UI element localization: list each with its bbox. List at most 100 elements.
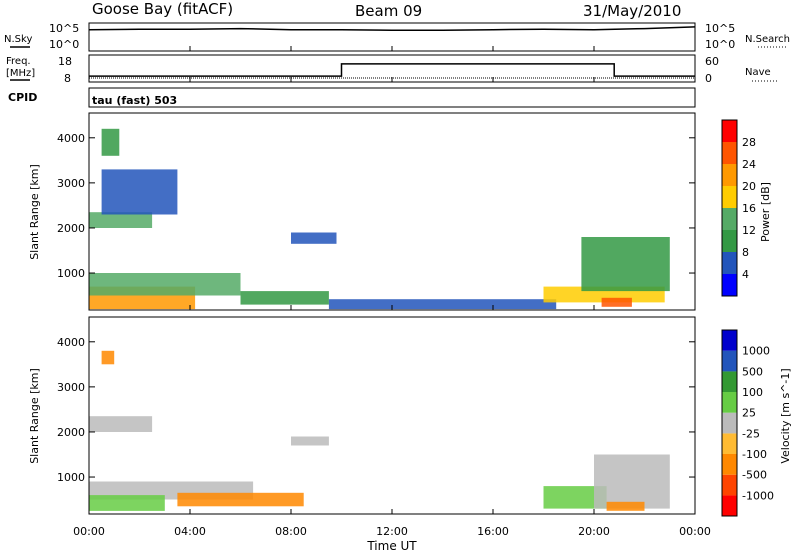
colorbar-swatch xyxy=(722,392,737,413)
heatmap-cell xyxy=(601,297,632,307)
colorbar-swatch xyxy=(722,412,737,434)
time-x-axis: 00:00 04:00 08:00 12:00 16:00 20:00 00:00 xyxy=(73,46,711,538)
colorbar-swatch xyxy=(722,186,737,208)
velocity-y-axis: 1000 2000 3000 4000 xyxy=(57,336,695,484)
freq-right-tick-top: 60 xyxy=(705,55,719,68)
power-colorbar: 4 8 12 16 20 24 28 xyxy=(721,119,756,297)
x-tick-label: 20:00 xyxy=(578,525,610,538)
colorbar-tick-label: -500 xyxy=(742,469,767,482)
y-tick-label: 4000 xyxy=(57,336,85,349)
colorbar-tick-label: 24 xyxy=(742,158,756,171)
colorbar-swatch xyxy=(722,142,737,164)
colorbar-swatch xyxy=(722,371,737,392)
heatmap-cell xyxy=(291,436,329,446)
beam-title: Beam 09 xyxy=(355,2,422,20)
noise-left-tick-bottom: 10^0 xyxy=(49,38,79,51)
colorbar-swatch xyxy=(722,330,737,351)
colorbar-swatch xyxy=(722,474,737,496)
colorbar-tick-label: 20 xyxy=(742,180,756,193)
y-tick-label: 2000 xyxy=(57,222,85,235)
y-tick-label: 2000 xyxy=(57,426,85,439)
heatmap-cell xyxy=(594,454,670,509)
colorbar-tick-label: 500 xyxy=(742,365,763,378)
date-title: 31/May/2010 xyxy=(583,2,681,20)
noise-left-label: N.Sky xyxy=(4,34,32,45)
colorbar-swatch xyxy=(722,208,737,230)
colorbar-tick-label: 8 xyxy=(742,246,749,259)
noise-right-tick-bottom: 10^0 xyxy=(705,38,735,51)
heatmap-cell xyxy=(240,291,329,305)
power-data-layer xyxy=(89,128,670,310)
heatmap-cell xyxy=(328,299,557,310)
heatmap-cell xyxy=(89,416,153,432)
colorbar-swatch xyxy=(722,164,737,186)
freq-left-label-2: [MHz] xyxy=(6,68,35,79)
x-tick-label: 04:00 xyxy=(174,525,206,538)
noise-left-tick-top: 10^5 xyxy=(49,22,79,35)
noise-right-tick-top: 10^5 xyxy=(705,22,735,35)
power-ylabel: Slant Range [km] xyxy=(28,164,41,260)
y-tick-label: 1000 xyxy=(57,471,85,484)
y-tick-label: 1000 xyxy=(57,267,85,280)
x-tick-label: 00:00 xyxy=(73,525,105,538)
heatmap-cell xyxy=(101,169,178,215)
noise-series-line xyxy=(88,26,696,32)
velocity-colorbar-label: Velocity [m s^-1] xyxy=(779,368,792,463)
colorbar-tick-label: 25 xyxy=(742,407,756,420)
freq-right-label: Nave xyxy=(745,67,771,78)
colorbar-swatch xyxy=(722,120,737,142)
cpid-label: CPID xyxy=(8,91,37,104)
velocity-colorbar: -1000 -500 -100 -25 25 100 500 1000 xyxy=(721,329,774,517)
y-tick-label: 3000 xyxy=(57,381,85,394)
heatmap-cell xyxy=(581,237,670,292)
freq-left-tick-top: 18 xyxy=(58,55,72,68)
y-tick-label: 4000 xyxy=(57,132,85,145)
colorbar-swatch xyxy=(722,350,737,372)
heatmap-cell xyxy=(177,492,304,507)
colorbar-tick-label: 12 xyxy=(742,224,756,237)
power-y-axis: 1000 2000 3000 4000 xyxy=(57,132,695,280)
colorbar-frame xyxy=(721,119,738,297)
x-tick-label: 12:00 xyxy=(376,525,408,538)
colorbar-swatch xyxy=(722,230,737,252)
colorbar-swatch xyxy=(722,495,737,516)
power-colorbar-label: Power [dB] xyxy=(759,182,772,242)
colorbar-tick-label: 100 xyxy=(742,386,763,399)
x-tick-label: 16:00 xyxy=(477,525,509,538)
freq-right-tick-bottom: 0 xyxy=(705,72,712,85)
heatmap-cell xyxy=(543,486,607,509)
station-title: Goose Bay (fitACF) xyxy=(92,0,233,18)
frequency-series-line xyxy=(89,63,695,77)
cpid-mode: tau (fast) 503 xyxy=(92,94,177,107)
freq-left-tick-bottom: 8 xyxy=(64,72,71,85)
heatmap-cell xyxy=(291,232,337,244)
x-tick-label: 00:00 xyxy=(679,525,711,538)
velocity-data-layer xyxy=(89,350,670,511)
heatmap-cell xyxy=(89,273,241,296)
cpid-panel xyxy=(88,87,696,108)
x-tick-label: 08:00 xyxy=(275,525,307,538)
colorbar-tick-label: 4 xyxy=(742,268,749,281)
colorbar-tick-label: 1000 xyxy=(742,345,770,358)
colorbar-tick-label: -100 xyxy=(742,448,767,461)
colorbar-tick-label: -1000 xyxy=(742,489,774,502)
colorbar-swatch xyxy=(722,252,737,274)
y-tick-label: 3000 xyxy=(57,177,85,190)
noise-right-label: N.Search xyxy=(745,34,790,45)
colorbar-tick-label: -25 xyxy=(742,427,760,440)
heatmap-cell xyxy=(89,495,165,511)
colorbar-swatch xyxy=(722,433,737,454)
colorbar-tick-label: 16 xyxy=(742,202,756,215)
heatmap-cell xyxy=(89,212,153,228)
heatmap-cell xyxy=(606,501,645,511)
heatmap-cell xyxy=(101,128,120,156)
colorbar-swatch xyxy=(722,274,737,296)
colorbar-swatch xyxy=(722,454,737,475)
velocity-ylabel: Slant Range [km] xyxy=(28,368,41,464)
x-axis-label: Time UT xyxy=(366,539,417,553)
freq-left-label-1: Freq. xyxy=(6,56,31,67)
colorbar-frame xyxy=(721,329,738,517)
colorbar-tick-label: 28 xyxy=(742,136,756,149)
heatmap-cell xyxy=(101,350,115,365)
